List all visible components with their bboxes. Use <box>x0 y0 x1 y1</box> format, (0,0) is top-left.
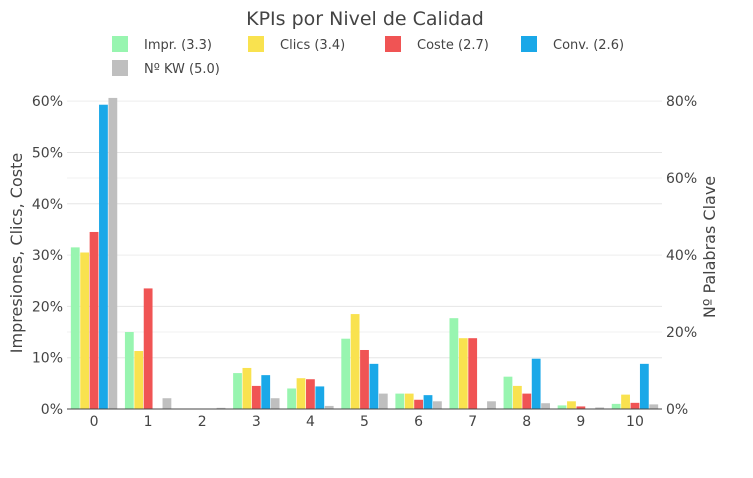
x-tick-label: 7 <box>468 414 477 430</box>
bars <box>70 97 659 409</box>
bar <box>251 385 261 409</box>
bar <box>576 406 586 409</box>
bar <box>70 247 80 409</box>
legend-label: Clics (3.4) <box>280 38 345 53</box>
bar <box>360 349 369 409</box>
y-right-tick-label: 80% <box>666 94 697 110</box>
bar <box>108 97 118 409</box>
bar <box>287 388 297 409</box>
bar <box>324 405 334 409</box>
bar <box>567 401 576 409</box>
legend-swatch <box>112 60 128 76</box>
chart-title: KPIs por Nivel de Calidad <box>246 8 484 30</box>
bar <box>404 393 414 409</box>
x-tick-label: 4 <box>306 414 315 430</box>
bar <box>503 376 513 409</box>
bar <box>270 398 280 409</box>
x-tick-label: 6 <box>414 414 423 430</box>
bar <box>134 351 144 409</box>
bar <box>639 363 649 409</box>
bar <box>233 373 242 409</box>
x-tick-label: 0 <box>90 414 99 430</box>
bar <box>621 394 630 409</box>
x-tick-label: 9 <box>576 414 585 430</box>
legend-swatch <box>112 36 128 52</box>
x-tick-label: 2 <box>198 414 207 430</box>
legend-swatch <box>521 36 537 52</box>
x-tick-label: 5 <box>360 414 369 430</box>
bar <box>378 393 388 409</box>
bar <box>468 338 478 409</box>
y-left-tick-label: 0% <box>41 402 63 418</box>
legend-label: Conv. (2.6) <box>553 38 624 53</box>
y-right-tick-label: 40% <box>666 248 697 264</box>
bar <box>414 399 423 409</box>
bar <box>423 395 433 409</box>
y-left-tick-label: 40% <box>32 197 63 213</box>
y-axis-right-label: Nº Palabras Clave <box>700 176 719 318</box>
bar <box>458 338 468 409</box>
bar <box>512 385 522 409</box>
bar <box>341 338 351 409</box>
x-tick-label: 10 <box>626 414 644 430</box>
bar <box>296 378 306 409</box>
bar <box>99 104 108 409</box>
bar <box>124 332 134 409</box>
y-right-tick-label: 0% <box>666 402 688 418</box>
legend-label: Impr. (3.3) <box>144 38 212 53</box>
y-axis-left-label: Impresiones, Clics, Coste <box>7 153 26 353</box>
bar <box>595 407 605 409</box>
x-tick-label: 3 <box>252 414 261 430</box>
x-tick-label: 8 <box>522 414 531 430</box>
bar <box>487 401 496 409</box>
bar <box>649 404 659 409</box>
bar <box>630 402 640 409</box>
bar <box>89 231 99 409</box>
bar <box>143 288 153 409</box>
legend: Impr. (3.3) Clics (3.4) Coste (2.7) Conv. (… <box>112 36 624 77</box>
y-right-tick-label: 60% <box>666 171 697 187</box>
bar <box>162 398 172 409</box>
bar <box>315 386 325 409</box>
bar <box>557 405 567 409</box>
y-left-tick-label: 50% <box>32 145 63 161</box>
bar <box>306 379 315 409</box>
axes: 0% 10% 20% 30% 40% 50% 60% 0% 20% 40% 60% 80% 0 1 2 3 4 5… <box>32 94 697 430</box>
bar <box>395 393 405 409</box>
bar <box>522 393 532 409</box>
bar <box>80 252 90 409</box>
bar <box>432 401 442 409</box>
bar <box>541 403 550 409</box>
y-left-tick-label: 30% <box>32 248 63 264</box>
bar <box>369 363 379 409</box>
y-left-tick-label: 20% <box>32 299 63 315</box>
x-tick-label: 1 <box>144 414 153 430</box>
y-left-tick-label: 10% <box>32 351 63 367</box>
bar <box>350 314 360 409</box>
bar <box>216 407 226 409</box>
legend-label: Nº KW (5.0) <box>144 62 220 77</box>
bar <box>242 367 252 409</box>
y-left-tick-label: 60% <box>32 94 63 110</box>
legend-swatch <box>385 36 401 52</box>
grid-lines <box>67 100 662 359</box>
bar <box>611 403 621 409</box>
legend-swatch <box>248 36 264 52</box>
bar <box>449 318 459 409</box>
bar <box>261 375 271 409</box>
legend-label: Coste (2.7) <box>417 38 489 53</box>
y-right-tick-label: 20% <box>666 325 697 341</box>
bar <box>531 358 541 409</box>
